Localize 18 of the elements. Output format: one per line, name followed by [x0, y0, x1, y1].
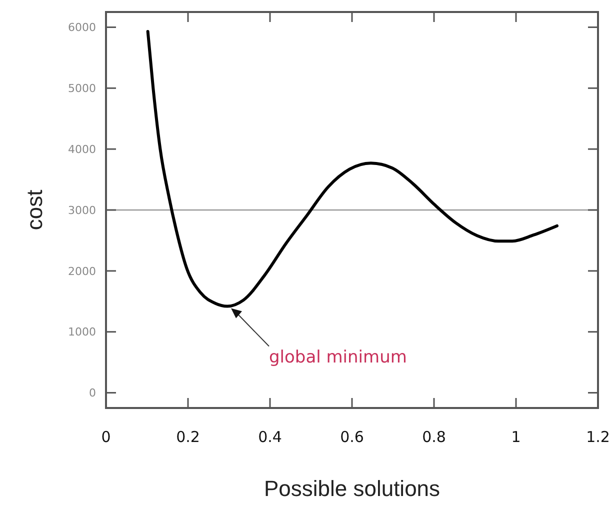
x-tick-label: 0.8 — [422, 428, 446, 446]
x-tick-label: 0.4 — [258, 428, 282, 446]
y-tick-label: 3000 — [68, 204, 96, 217]
y-tick-label: 4000 — [68, 142, 96, 156]
y-axis-title: cost — [22, 190, 47, 230]
y-tick-label: 1000 — [68, 326, 96, 339]
annotation: global minimum — [269, 347, 407, 368]
y-tick-label: 5000 — [68, 82, 96, 96]
x-tick-label: 1.2 — [586, 428, 610, 446]
y-tick-label: 6000 — [68, 21, 96, 34]
x-tick-label: 1 — [511, 428, 521, 446]
line-series — [146, 30, 558, 308]
x-tick-label: 0.6 — [340, 428, 364, 446]
x-tick-label: 0.2 — [176, 428, 200, 446]
y-tick-label: 2000 — [68, 264, 96, 278]
x-tick-label: 0 — [101, 428, 111, 446]
y-tick-label: 0 — [89, 386, 96, 400]
x-axis-title: Possible solutions — [264, 476, 440, 501]
